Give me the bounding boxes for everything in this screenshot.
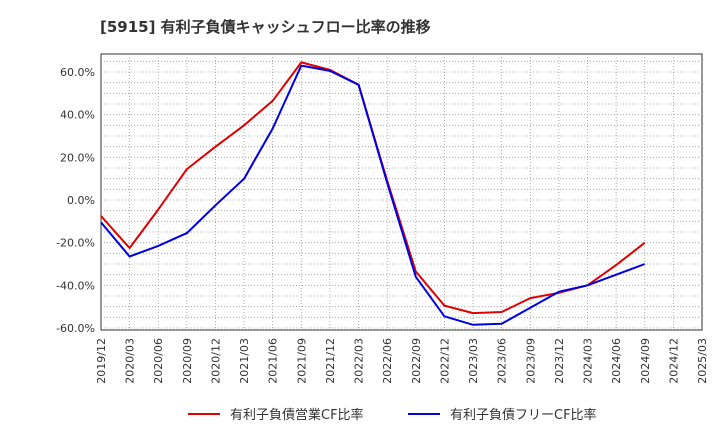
x-tick-label: 2023/12 [553,338,566,384]
x-tick-label: 2024/12 [667,338,680,384]
x-tick-label: 2022/12 [438,338,451,384]
y-tick-label: -20.0% [56,237,95,250]
y-tick-label: -40.0% [56,279,95,292]
x-tick-label: 2024/09 [639,338,652,384]
x-tick-label: 2020/03 [124,338,137,384]
x-tick-label: 2024/03 [582,338,595,384]
x-tick-label: 2020/06 [152,338,165,384]
legend-label-2: 有利子負債フリーCF比率 [450,407,597,423]
y-tick-label: 60.0% [60,66,95,79]
x-tick-label: 2024/06 [610,338,623,384]
x-tick-label: 2020/12 [209,338,222,384]
y-axis-ticks: 60.0% 40.0% 20.0% 0.0% -20.0% -40.0% -60.0% [56,66,95,335]
x-tick-label: 2020/09 [181,338,194,384]
x-tick-label: 2021/03 [238,338,251,384]
y-tick-label: -60.0% [56,322,95,335]
x-tick-label: 2019/12 [95,338,108,384]
x-axis-ticks: 2019/12 2020/03 2020/06 2020/09 2020/12 2021/… [95,338,709,384]
x-tick-label: 2025/03 [696,338,709,384]
x-tick-label: 2023/06 [496,338,509,384]
x-tick-label: 2023/03 [467,338,480,384]
x-tick-label: 2022/09 [410,338,423,384]
x-tick-label: 2022/03 [353,338,366,384]
chart-title: [5915] 有利子負債キャッシュフロー比率の推移 [100,18,431,36]
x-tick-label: 2023/09 [524,338,537,384]
x-tick-label: 2021/12 [324,338,337,384]
series-lines [100,61,646,326]
x-tick-label: 2022/06 [381,338,394,384]
legend: 有利子負債営業CF比率 有利子負債フリーCF比率 [188,407,597,423]
y-tick-label: 0.0% [67,194,95,207]
x-tick-label: 2021/09 [295,338,308,384]
y-tick-label: 20.0% [60,151,95,164]
plot-area [100,53,703,331]
y-tick-label: 40.0% [60,109,95,122]
x-tick-label: 2021/06 [267,338,280,384]
legend-label-1: 有利子負債営業CF比率 [230,407,364,423]
series-line-2 [100,64,646,326]
